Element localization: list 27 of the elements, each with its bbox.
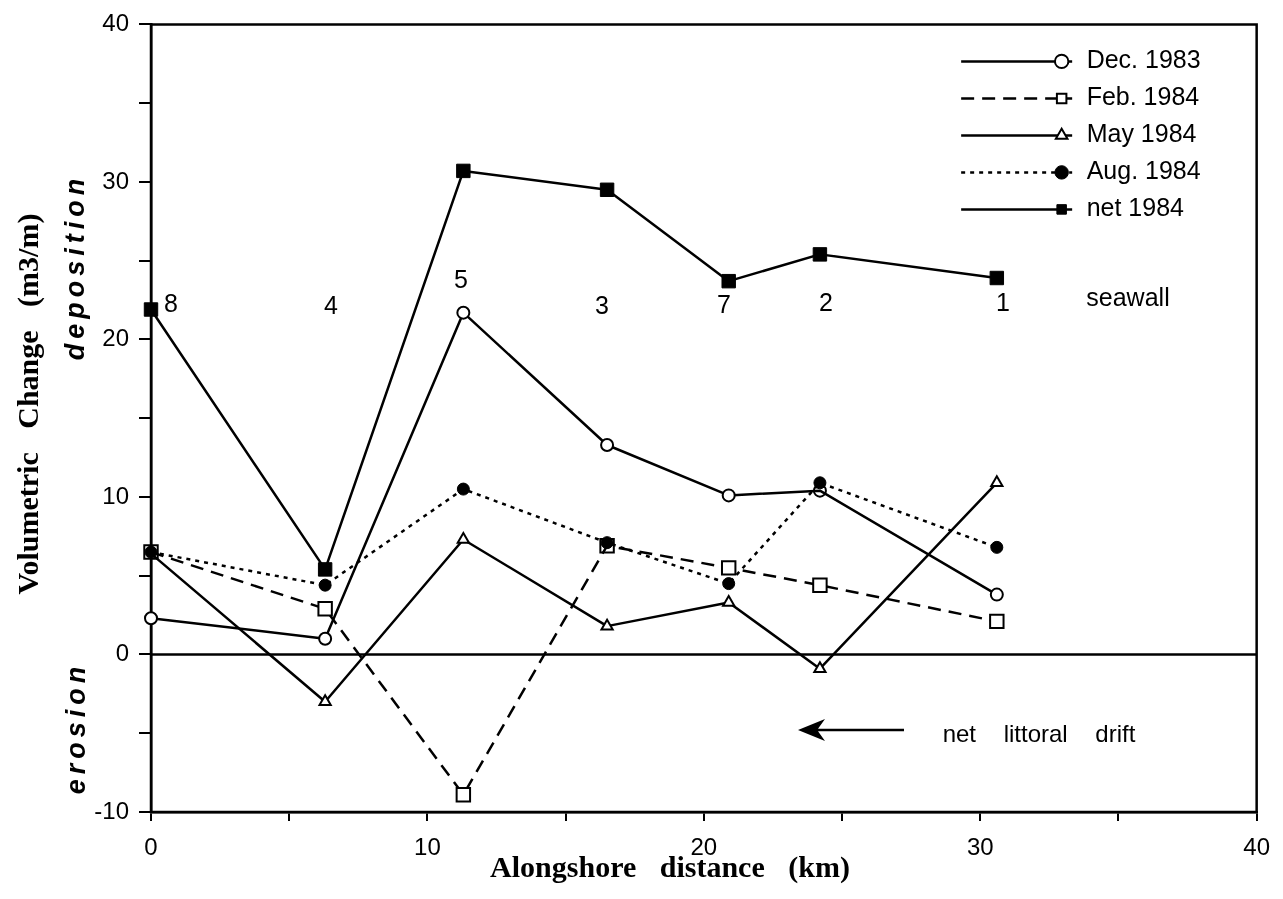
y-tick-label: 0 [115, 639, 129, 667]
y-tick-label: 10 [102, 481, 129, 509]
annotation: net littoral drift [942, 719, 1136, 748]
annotation: 7 [717, 290, 731, 319]
text: deposition [60, 173, 91, 361]
annotation: 4 [324, 291, 338, 320]
legend-label: Feb. 1984 [1086, 82, 1200, 111]
annotation: seawall [1086, 283, 1170, 312]
x-tick-label: 0 [144, 833, 158, 861]
x-tick-label: 30 [966, 833, 994, 861]
annotation: 3 [595, 291, 609, 320]
annotation: 1 [996, 288, 1010, 317]
x-tick-label: 10 [414, 833, 441, 861]
annotation: 5 [454, 265, 468, 294]
y-tick-label: 30 [102, 166, 129, 194]
y-tick-label: 40 [102, 9, 129, 37]
legend-label: Dec. 1983 [1086, 45, 1201, 74]
legend-label: net 1984 [1086, 193, 1185, 222]
legend-label: Aug. 1984 [1086, 156, 1201, 185]
x-tick-label: 40 [1243, 833, 1270, 861]
text: erosion [61, 661, 92, 795]
y-tick-label: 20 [102, 324, 129, 352]
legend-label: May 1984 [1086, 119, 1197, 148]
y-axis-title: Volumetric Change (m3/m) [10, 213, 44, 595]
annotation: 2 [819, 288, 833, 317]
annotation: 8 [164, 289, 178, 318]
y-tick-label: -10 [94, 796, 129, 824]
